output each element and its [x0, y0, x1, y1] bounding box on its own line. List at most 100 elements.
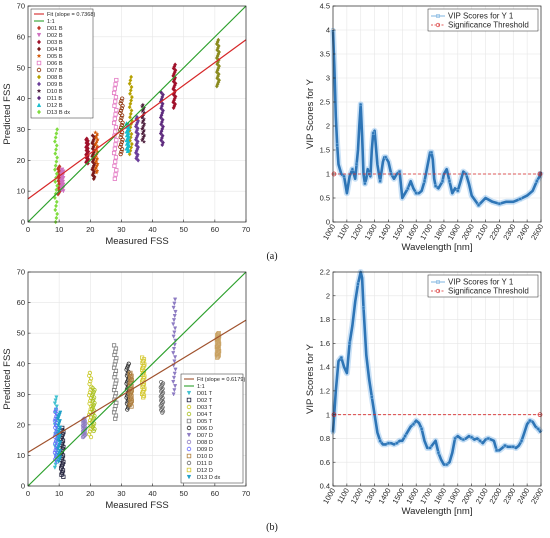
- b_vip-threshold-marker: [331, 412, 337, 418]
- a_vip-series-marker: [447, 179, 452, 183]
- a_vip-legend-box: [427, 8, 539, 32]
- b_vip-series-marker: [461, 437, 465, 442]
- b_vip-x-tick-label: 1800: [432, 487, 448, 506]
- a_scatter-point: [53, 167, 57, 172]
- a_scatter-point: [129, 98, 134, 103]
- a_scatter-point: [113, 82, 118, 87]
- a_vip-x-tick-label: 1900: [446, 223, 462, 242]
- b_vip-y-tick-label: 2: [326, 291, 330, 300]
- b_scatter-legend-swatch: [186, 404, 192, 410]
- a_scatter-point: [113, 95, 119, 100]
- a_scatter-y-tick-label: 30: [17, 125, 25, 134]
- a_scatter-x-tick-label: 40: [148, 225, 156, 234]
- b_scatter-legend-label: D04 T: [197, 412, 213, 418]
- b_scatter-y-axis-label: Predicted FSS: [2, 348, 13, 409]
- a_vip-x-tick-label: 1800: [432, 223, 448, 242]
- a_scatter-legend-swatch: [37, 25, 41, 31]
- a_scatter-point: [161, 124, 165, 129]
- b_scatter-point: [172, 314, 177, 319]
- b_scatter-legend-label: D05 T: [197, 419, 213, 425]
- a_scatter-legend-swatch: [37, 81, 41, 87]
- a_scatter-point: [54, 171, 59, 176]
- a_vip-series-marker: [406, 186, 410, 191]
- b_vip-x-tick-label: 1600: [404, 487, 420, 506]
- b_scatter-point: [52, 465, 58, 470]
- b_scatter-point: [87, 381, 92, 387]
- b_vip-y-tick-label: 1.6: [320, 339, 330, 348]
- b_scatter-legend-label: D03 T: [197, 405, 213, 411]
- a_vip-legend-label: Significance Threshold: [448, 21, 529, 30]
- b_scatter-y-tick-label: 30: [17, 390, 25, 399]
- b_scatter-point: [140, 355, 145, 360]
- a_vip-series-marker: [350, 167, 355, 171]
- b_vip-series-line: [331, 270, 543, 466]
- b_vip-series-marker: [486, 436, 490, 441]
- a_scatter-point: [53, 207, 58, 213]
- a_vip-series-marker: [497, 202, 502, 206]
- b_scatter-legend-swatch: [186, 474, 192, 480]
- a_scatter-point: [173, 62, 178, 67]
- b_scatter-point: [172, 330, 177, 335]
- b_scatter-x-tick-label: 20: [86, 489, 94, 498]
- b_scatter-legend-box: [180, 373, 244, 484]
- a_vip-legend-swatch: [435, 22, 441, 28]
- b_vip-series-marker: [386, 441, 391, 445]
- b_scatter-y-tick-label: 10: [17, 451, 25, 460]
- a_scatter-point: [129, 94, 134, 100]
- a_scatter-point: [118, 108, 124, 113]
- a_vip-x-tick-label: 2300: [501, 223, 517, 242]
- a_vip-series-marker: [535, 179, 539, 183]
- a_scatter-point: [53, 151, 58, 156]
- a_vip-series-marker: [397, 169, 402, 174]
- b_scatter-point: [87, 429, 93, 434]
- b_scatter-point: [172, 342, 177, 348]
- b_scatter-x-tick-label: 30: [117, 489, 125, 498]
- b_vip-y-tick-label: 1.4: [320, 363, 330, 372]
- b_vip-series-marker: [536, 427, 540, 431]
- a_scatter-x-axis-label: Measured FSS: [105, 236, 168, 247]
- a_scatter-point: [114, 138, 119, 143]
- a_vip-y-tick-label: 4.5: [320, 2, 330, 11]
- a_scatter-x-tick-label: 60: [211, 225, 219, 234]
- b_scatter-legend-label: D06 D: [197, 426, 213, 432]
- a_scatter-point: [55, 183, 60, 189]
- a_scatter-point: [53, 163, 58, 168]
- b_scatter-point: [52, 418, 58, 423]
- a_scatter-legend-label: D13 B dx: [47, 110, 70, 116]
- b_vip-x-tick-label: 2500: [529, 487, 545, 506]
- a_scatter-legend-label: 1:1: [47, 19, 55, 25]
- b_scatter-x-tick-label: 70: [242, 489, 250, 498]
- b_scatter-point: [57, 419, 62, 424]
- a_scatter-point: [60, 167, 65, 172]
- b_vip-series-marker: [470, 435, 474, 439]
- a_scatter-point: [112, 133, 117, 138]
- a_vip-y-tick-label: 0.5: [320, 194, 330, 203]
- b_scatter-legend-swatch: [186, 432, 192, 438]
- b_scatter-x-tick-label: 60: [211, 489, 219, 498]
- a_scatter-x-tick-label: 50: [180, 225, 188, 234]
- b_scatter-point: [173, 309, 178, 315]
- a_scatter-point: [54, 199, 59, 205]
- a_scatter-x-tick-label: 20: [86, 225, 94, 234]
- b_scatter-point: [171, 318, 177, 323]
- a_scatter-point: [128, 101, 133, 107]
- a_scatter-legend-swatch: [37, 109, 41, 115]
- b_scatter-y-tick-label: 40: [17, 359, 25, 368]
- a_scatter-point: [54, 187, 59, 193]
- b_vip-series-marker: [478, 439, 482, 443]
- b_scatter-point: [52, 401, 58, 406]
- b_scatter-point: [172, 301, 177, 306]
- b_scatter-point: [60, 461, 65, 467]
- a_scatter-point: [53, 135, 58, 140]
- a_scatter-point: [129, 74, 134, 80]
- a_scatter-legend-swatch: [37, 39, 41, 45]
- b_vip-y-tick-label: 1.2: [320, 386, 330, 395]
- a_scatter-legend-swatch: [36, 32, 42, 38]
- b_scatter-legend-label: Fit (slope = 0.6179): [197, 377, 245, 383]
- a_scatter-legend-label: D07 B: [47, 68, 63, 74]
- b_scatter-point: [88, 434, 94, 440]
- a_scatter-chart: 0 10 20 30 40 50 60 70 0 10 20 30 40 50 60 70 Measured F…: [2, 2, 250, 247]
